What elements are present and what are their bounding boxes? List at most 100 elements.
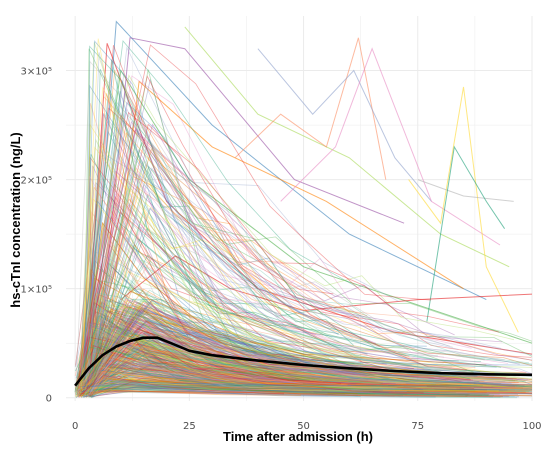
individual-trajectory [89,379,430,398]
individual-trajectory [83,112,518,399]
individual-trajectory [83,48,366,397]
individual-trajectory [92,302,533,393]
y-tick-label: 0 [46,394,52,405]
individual-trajectory [91,353,506,388]
individual-trajectory [86,299,330,392]
individual-trajectory [77,322,515,390]
individual-trajectory [76,313,474,388]
individual-trajectory [86,340,340,393]
individual-trajectory [91,349,414,394]
individual-trajectory [89,378,435,392]
individual-trajectory [88,379,533,388]
individual-trajectory [78,101,359,377]
individual-trajectory [91,329,449,398]
individual-trajectory [81,226,505,390]
individual-trajectory [91,376,344,397]
individual-trajectory [75,148,520,379]
individual-trajectory [85,52,444,371]
individual-trajectory [75,348,533,391]
individual-trajectory [82,327,463,390]
individual-trajectory [74,341,449,389]
x-axis-ticks: 0 25 50 75 100 [72,421,542,432]
individual-trajectory [75,384,469,391]
individual-trajectory [81,376,303,396]
individual-trajectory [76,366,346,392]
x-tick-label: 25 [183,421,196,432]
individual-trajectory [79,185,467,388]
individual-trajectory [77,311,533,394]
individual-trajectory [80,317,282,386]
individual-trajectory [85,334,519,398]
individual-trajectory [77,349,533,386]
individual-trajectory [80,371,533,396]
individual-trajectory [81,368,352,390]
individual-trajectory [83,337,517,386]
individual-trajectory [84,345,310,387]
individual-trajectory [92,378,328,395]
x-tick-label: 100 [522,421,541,432]
individual-trajectory [83,204,516,381]
individual-trajectory [77,314,431,392]
individual-trajectory [92,322,449,388]
individual-trajectory [88,389,384,397]
individual-trajectory [86,311,433,391]
individual-trajectory [75,107,533,367]
individual-trajectory [82,374,491,395]
individual-trajectory [91,193,281,398]
individual-trajectory [85,340,463,396]
individual-trajectory [83,346,436,388]
individual-trajectory [79,91,455,382]
individual-trajectory [85,354,454,392]
individual-trajectory [78,327,363,391]
individual-trajectory [75,271,495,386]
individual-trajectory [76,359,533,393]
individual-trajectory [76,371,352,388]
individual-trajectory [86,365,494,392]
individual-trajectory [75,372,369,398]
individual-trajectory [86,241,411,378]
individual-trajectory [83,353,308,386]
individual-trajectory [75,363,281,396]
individual-trajectory [88,301,501,398]
individual-trajectory [89,355,407,393]
individual-trajectory [85,323,498,393]
individual-trajectory [86,370,349,387]
individual-trajectory [81,357,504,397]
individual-trajectory [84,357,478,394]
individual-trajectory [82,390,514,393]
individual-trajectory [79,309,529,393]
individual-trajectory [82,372,436,398]
individual-trajectory [76,129,455,384]
individual-trajectory [76,390,347,395]
individual-trajectory [80,361,508,392]
individual-trajectory [91,330,518,394]
individual-trajectory [89,338,391,390]
individual-trajectory [85,365,380,396]
individual-trajectory [85,327,443,386]
individual-trajectory [77,350,366,388]
individual-trajectory [91,299,304,393]
individual-trajectory [84,389,358,398]
individual-trajectory [89,305,438,390]
individual-trajectory [90,318,478,386]
individual-trajectory [84,352,434,395]
individual-trajectory [83,358,426,386]
individual-trajectory [89,320,280,393]
individual-trajectory [78,383,274,394]
individual-trajectory [80,130,496,390]
individual-trajectory [80,292,360,380]
individual-trajectory [79,353,498,389]
individual-trajectory [76,390,393,392]
individual-trajectory [88,321,342,390]
individual-trajectory [76,60,453,377]
individual-trajectory [84,358,417,386]
individual-trajectory [80,377,398,391]
individual-trajectory [77,332,526,387]
individual-trajectory [85,367,528,393]
individual-trajectory [84,351,328,395]
individual-trajectory [87,222,322,381]
individual-trajectory [87,381,406,390]
individual-trajectory [86,332,485,392]
individual-trajectory [90,366,389,398]
individual-trajectory [77,360,372,390]
